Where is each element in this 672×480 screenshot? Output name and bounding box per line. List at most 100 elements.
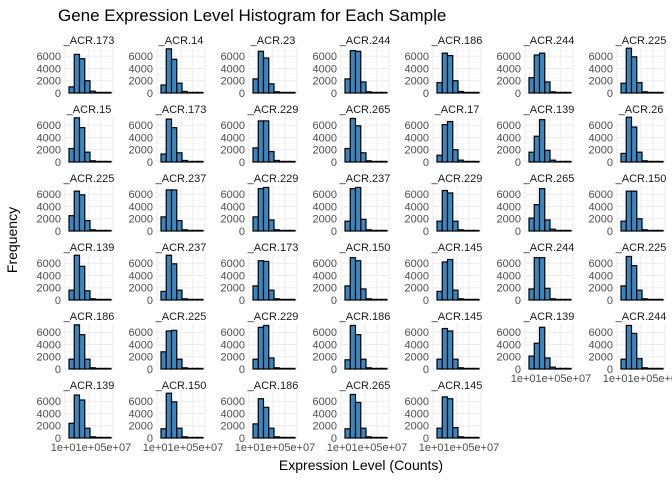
histogram-bar <box>176 289 183 301</box>
histogram-bar <box>89 160 96 163</box>
histogram-bar <box>446 330 454 370</box>
histogram-bar <box>176 358 183 370</box>
histogram-bar <box>181 229 188 232</box>
histogram-bar <box>630 56 638 94</box>
histogram-bar <box>349 393 357 439</box>
histogram-bar <box>625 324 633 370</box>
y-tick-label: 2000 <box>313 352 337 364</box>
y-tick-label: 2000 <box>405 145 429 157</box>
histogram-bar <box>436 154 443 163</box>
histogram-bar <box>84 358 91 370</box>
histogram-bar <box>170 329 178 370</box>
y-tick-label: 4000 <box>129 201 153 213</box>
histogram-bar <box>533 342 541 370</box>
y-tick-label: 2000 <box>129 352 153 364</box>
y-tick-label: 4000 <box>313 201 337 213</box>
histogram-bar <box>452 358 459 370</box>
y-tick-label: 2000 <box>405 421 429 433</box>
y-tick-label: 2000 <box>497 352 521 364</box>
histogram-bar <box>354 401 362 439</box>
histogram-bar <box>257 50 265 94</box>
histogram-bar <box>191 91 199 94</box>
histogram-bar <box>278 367 286 370</box>
histogram-bar <box>565 160 572 163</box>
facet-strip-label: _ACR.139 <box>523 104 575 116</box>
histogram-bar <box>160 153 167 163</box>
histogram-bar <box>344 220 351 232</box>
y-tick-label: 4000 <box>497 201 521 213</box>
y-tick-label: 4000 <box>37 339 61 351</box>
y-tick-label: 6000 <box>37 396 61 408</box>
y-tick-label: 4000 <box>129 63 153 75</box>
histogram-bar <box>68 86 75 94</box>
histogram-bar <box>176 82 183 94</box>
y-tick-label: 4000 <box>405 408 429 420</box>
facet-strip-label: _ACR.244 <box>339 35 391 47</box>
y-tick-label: 0 <box>515 88 521 100</box>
histogram-bar <box>651 229 659 232</box>
histogram-bar <box>441 52 449 94</box>
histogram-bar <box>278 436 286 439</box>
histogram-bar <box>262 260 270 301</box>
y-tick-label: 4000 <box>221 201 245 213</box>
histogram-bar <box>160 290 167 301</box>
x-tick-label: 1e+01e+05e+07 <box>419 442 499 454</box>
y-tick-label: 6000 <box>37 189 61 201</box>
y-tick-label: 0 <box>331 226 337 238</box>
histogram-bar <box>289 229 296 232</box>
histogram-bar <box>646 91 654 94</box>
histogram-bar <box>68 215 75 232</box>
x-tick-label: 1e+01e+05e+07 <box>603 373 672 385</box>
y-tick-label: 2000 <box>129 283 153 295</box>
histogram-bar <box>176 219 183 232</box>
histogram-bar <box>630 265 638 301</box>
histogram-bar <box>467 160 475 163</box>
y-tick-label: 6000 <box>221 327 245 339</box>
y-tick-label: 0 <box>423 226 429 238</box>
histogram-bar <box>641 298 648 301</box>
y-tick-label: 4000 <box>221 408 245 420</box>
histogram-bar <box>457 367 464 370</box>
histogram-bar <box>99 367 107 370</box>
histogram-bar <box>375 160 383 163</box>
y-tick-label: 6000 <box>313 120 337 132</box>
histogram-bar <box>257 120 265 163</box>
histogram-bar <box>257 260 265 301</box>
histogram-bar <box>641 91 648 94</box>
facet-strip-label: _ACR.229 <box>247 173 299 185</box>
y-tick-label: 0 <box>147 226 153 238</box>
histogram-bar <box>105 367 112 370</box>
facet-strip-label: _ACR.145 <box>431 311 483 323</box>
y-tick-label: 0 <box>423 433 429 445</box>
histogram-bar <box>268 427 275 439</box>
y-tick-label: 4000 <box>405 63 429 75</box>
histogram-bar <box>344 78 351 94</box>
y-tick-label: 6000 <box>221 51 245 63</box>
histogram-bar <box>165 189 173 232</box>
histogram-bar <box>452 289 459 301</box>
histogram-bar <box>365 91 372 94</box>
histogram-bar <box>262 186 270 232</box>
histogram-bar <box>186 160 194 163</box>
x-axis-title: Expression Level (Counts) <box>279 457 443 473</box>
y-tick-label: 2000 <box>221 283 245 295</box>
histogram-bar <box>365 436 372 439</box>
histogram-bar <box>528 77 535 94</box>
facet-strip-label: _ACR.186 <box>431 35 483 47</box>
histogram-bar <box>565 367 572 370</box>
histogram-bar <box>289 298 296 301</box>
histogram-bar <box>197 436 204 439</box>
histogram-bar <box>160 84 167 94</box>
histogram-bar <box>559 91 567 94</box>
histogram-bar <box>191 298 199 301</box>
histogram-bar <box>549 298 556 301</box>
